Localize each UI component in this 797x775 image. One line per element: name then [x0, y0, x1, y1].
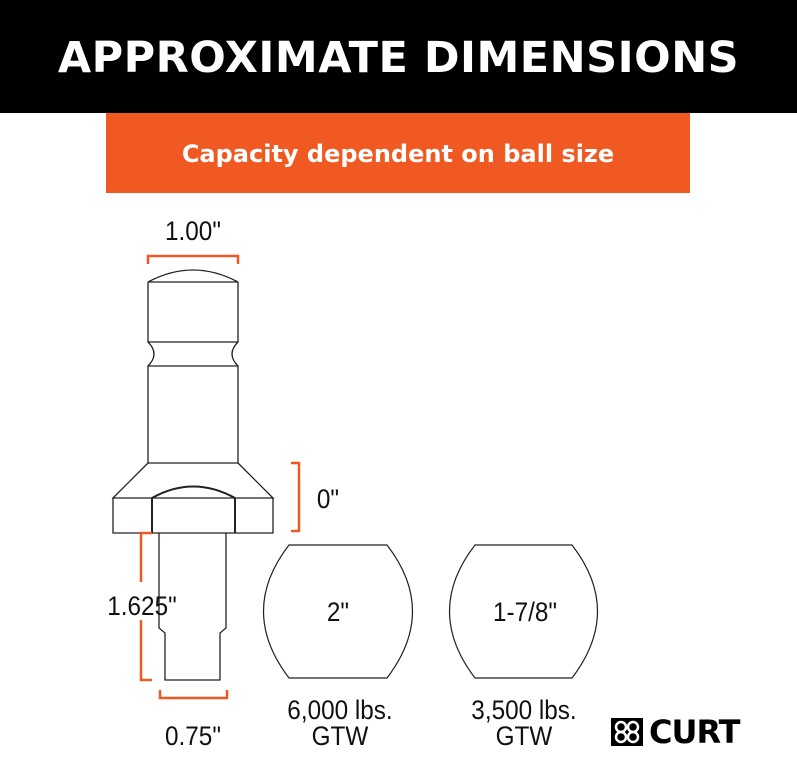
- ball-2in: [263, 544, 413, 679]
- brand-name: CURT: [649, 713, 740, 751]
- rise-bracket: [291, 461, 301, 533]
- shank-length-bracket: [139, 531, 152, 682]
- ball-profiles: [263, 544, 598, 679]
- ball-capacity-label: 3,500 lbs.: [471, 695, 577, 725]
- rise-label: 0": [316, 484, 340, 514]
- ball-capacity-label: 6,000 lbs.: [287, 695, 393, 725]
- shank-drawing: [111, 269, 275, 681]
- ball-size-label: 1-7/8": [492, 597, 558, 627]
- ball-rating-label: GTW: [495, 721, 553, 751]
- curt-logo: CURT: [610, 713, 740, 751]
- curt-emblem-icon: [611, 718, 643, 746]
- capacity-note-banner: Capacity dependent on ball size: [106, 113, 690, 193]
- top-width-label: 1.00": [165, 216, 221, 246]
- dimension-brackets: [139, 254, 301, 700]
- shank-length-label: 1.625": [107, 591, 177, 621]
- ball-size-label: 2": [326, 597, 350, 627]
- shank-diameter-bracket: [158, 690, 229, 700]
- shank-diameter-label: 0.75": [165, 721, 221, 751]
- ball-1-7-8in: [449, 544, 598, 679]
- page-title: APPROXIMATE DIMENSIONS: [0, 0, 797, 113]
- ball-rating-label: GTW: [311, 721, 369, 751]
- top-width-bracket: [146, 254, 240, 264]
